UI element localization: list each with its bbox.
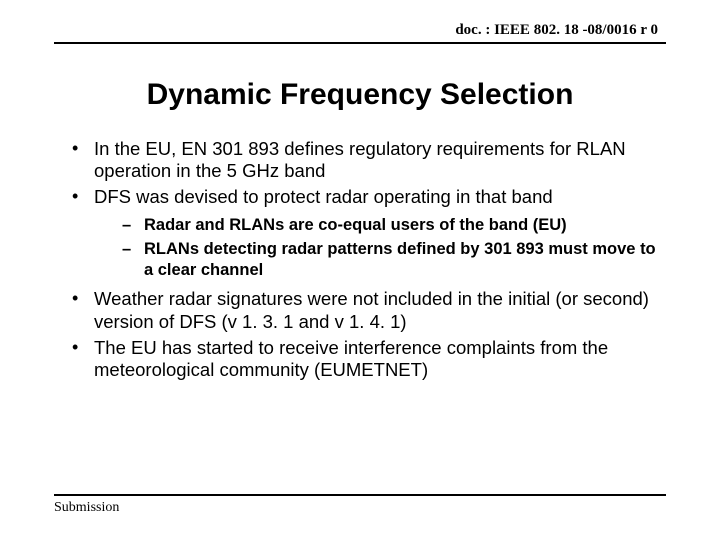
footer-text: Submission — [54, 500, 119, 516]
footer-rule — [54, 494, 666, 496]
slide: doc. : IEEE 802. 18 -08/0016 r 0 Dynamic… — [0, 0, 720, 540]
sub-bullet-item: Radar and RLANs are co-equal users of th… — [94, 215, 666, 236]
bullet-list: In the EU, EN 301 893 defines regulatory… — [66, 138, 666, 381]
sub-bullet-item: RLANs detecting radar patterns defined b… — [94, 239, 666, 280]
bullet-item: The EU has started to receive interferen… — [66, 337, 666, 381]
bullet-text: DFS was devised to protect radar operati… — [94, 186, 553, 207]
slide-title: Dynamic Frequency Selection — [54, 78, 666, 112]
slide-body: In the EU, EN 301 893 defines regulatory… — [54, 138, 666, 381]
bullet-item: Weather radar signatures were not includ… — [66, 288, 666, 332]
bullet-item: In the EU, EN 301 893 defines regulatory… — [66, 138, 666, 182]
bullet-item: DFS was devised to protect radar operati… — [66, 186, 666, 280]
sub-bullet-list: Radar and RLANs are co-equal users of th… — [94, 215, 666, 281]
header-rule — [54, 42, 666, 44]
doc-id: doc. : IEEE 802. 18 -08/0016 r 0 — [455, 22, 658, 39]
